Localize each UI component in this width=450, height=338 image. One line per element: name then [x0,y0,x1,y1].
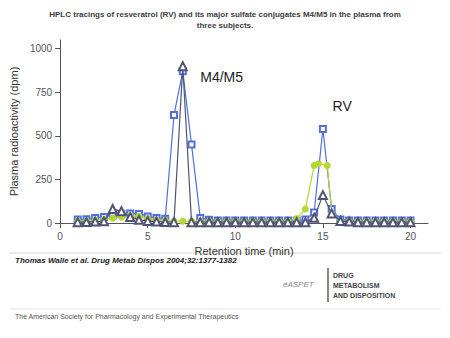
svg-text:The American Society for Pharm: The American Society for Pharmacology an… [15,313,239,321]
svg-text:Thomas Walle et al. Drug Metab: Thomas Walle et al. Drug Metab Dispos 20… [15,255,237,265]
svg-text:AND DISPOSITION: AND DISPOSITION [333,292,395,299]
svg-text:METABOLISM: METABOLISM [333,282,380,289]
svg-text:three subjects.: three subjects. [197,21,253,30]
svg-text:M4/M5: M4/M5 [200,69,243,85]
svg-text:15: 15 [317,231,329,242]
svg-text:Plasma radioactivity (dpm): Plasma radioactivity (dpm) [8,67,20,197]
svg-text:250: 250 [35,174,52,185]
svg-text:5: 5 [145,231,151,242]
svg-text:0: 0 [47,218,53,229]
svg-text:750: 750 [35,87,52,98]
svg-text:éASPET: éASPET [283,280,315,289]
svg-text:1000: 1000 [30,43,53,54]
svg-text:RV: RV [333,98,353,114]
svg-text:0: 0 [57,231,63,242]
svg-text:HPLC tracings of resveratrol (: HPLC tracings of resveratrol (RV) and it… [49,10,401,19]
svg-text:10: 10 [230,231,242,242]
svg-text:DRUG: DRUG [333,272,354,279]
svg-text:Retention time (min): Retention time (min) [195,245,294,257]
svg-text:20: 20 [405,231,417,242]
svg-text:500: 500 [35,130,52,141]
